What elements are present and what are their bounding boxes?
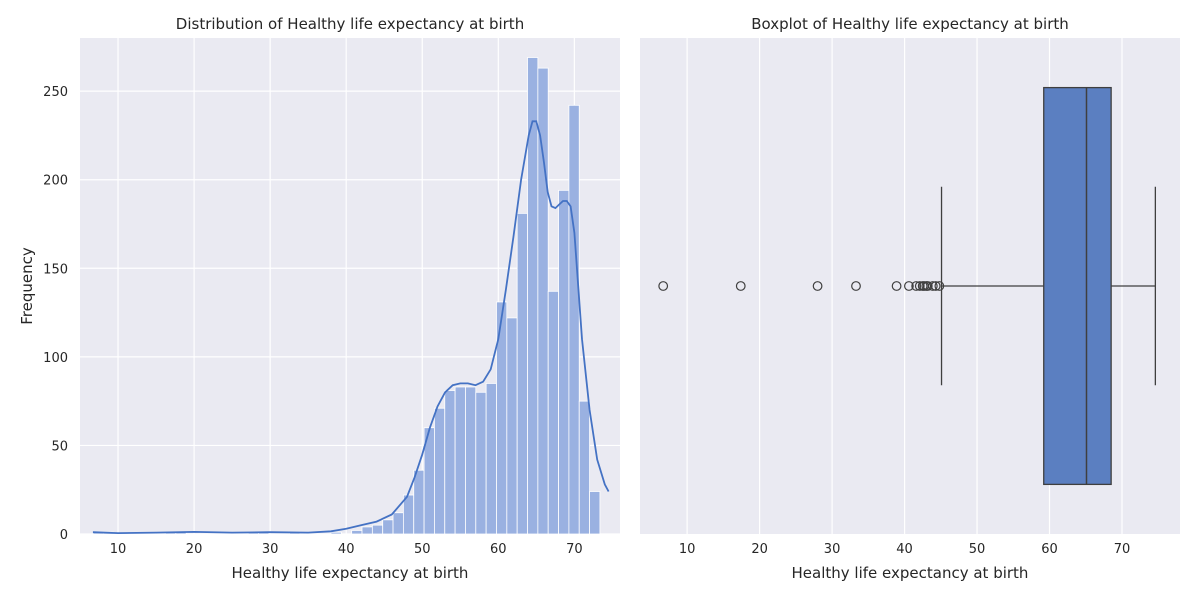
- boxplot-x-tick-labels: 10 20 30 40 50 60 70: [679, 542, 1130, 557]
- histogram-y-axis-label: Frequency: [18, 247, 36, 325]
- histogram-bar: [475, 391, 487, 535]
- outlier-point: [922, 281, 933, 291]
- histogram-bar: [516, 212, 528, 535]
- histogram-bar: [527, 57, 539, 535]
- outlier-point: [658, 281, 669, 291]
- histogram-x-tick-label: 50: [414, 542, 431, 557]
- histogram-bar: [547, 290, 559, 535]
- outlier-point: [812, 281, 823, 291]
- histogram-bar: [361, 526, 373, 535]
- histogram-bar: [351, 530, 363, 535]
- histogram-x-tick-label: 70: [566, 542, 583, 557]
- histogram-x-tick-label: 30: [262, 542, 279, 557]
- histogram-y-tick-label: 150: [43, 262, 68, 277]
- histogram-bar: [558, 189, 570, 535]
- histogram-bar: [371, 524, 384, 535]
- histogram-bar: [382, 519, 394, 535]
- histogram-x-tick-label: 60: [490, 542, 507, 557]
- histogram-bar: [506, 317, 518, 535]
- histogram-bar: [537, 67, 549, 535]
- histogram-y-tick-label: 200: [43, 174, 68, 189]
- kde-curve: [92, 120, 610, 535]
- interquartile-box: [1043, 86, 1112, 486]
- histogram-y-tick-label: 0: [60, 528, 68, 543]
- histogram-bar: [578, 400, 590, 535]
- histogram-x-axis-label: Healthy life expectancy at birth: [232, 564, 469, 582]
- boxplot-x-tick-label: 20: [751, 542, 768, 557]
- outlier-point: [891, 281, 902, 291]
- boxplot-body: [940, 86, 1157, 486]
- histogram-bar: [568, 104, 580, 535]
- outlier-point: [904, 281, 914, 291]
- histogram-y-tick-label: 50: [51, 439, 68, 454]
- boxplot-title: Boxplot of Healthy life expectancy at bi…: [751, 15, 1069, 33]
- boxplot-x-tick-label: 50: [969, 542, 986, 557]
- histogram-x-tick-labels: 10 20 30 40 50 60 70: [110, 542, 583, 557]
- outlier-point: [927, 281, 938, 291]
- outlier-point: [914, 281, 925, 291]
- histogram-bar: [465, 386, 477, 535]
- boxplot-x-tick-label: 60: [1041, 542, 1058, 557]
- histogram-bar: [444, 390, 456, 535]
- boxplot-x-tick-label: 70: [1114, 542, 1131, 557]
- boxplot-x-tick-label: 10: [679, 542, 696, 557]
- boxplot-x-tick-label: 40: [896, 542, 913, 557]
- histogram-bar: [589, 491, 601, 535]
- outlier-point: [911, 281, 922, 291]
- histogram-bar: [402, 494, 415, 535]
- histogram-y-tick-label: 250: [43, 85, 68, 100]
- histogram-bar: [485, 383, 497, 535]
- histogram-panel: 10 20 30 40 50 60 70 0 50 100 150 200 250 Distribut…: [18, 15, 620, 582]
- histogram-x-tick-label: 20: [186, 542, 203, 557]
- boxplot-panel: 10 20 30 40 50 60 70 Boxplot of Healthy life e…: [640, 15, 1180, 582]
- histogram-bar: [330, 531, 342, 535]
- histogram-bar: [413, 469, 425, 535]
- outlier-point: [930, 281, 941, 291]
- outlier-point: [851, 281, 861, 291]
- histogram-title: Distribution of Healthy life expectancy …: [176, 15, 524, 33]
- boxplot-outliers: [658, 281, 945, 291]
- outlier-point: [735, 281, 746, 291]
- boxplot-x-axis-label: Healthy life expectancy at birth: [792, 564, 1029, 582]
- histogram-bar: [454, 386, 466, 535]
- histogram-bar: [434, 407, 446, 535]
- boxplot-x-tick-label: 30: [824, 542, 841, 557]
- outlier-point: [934, 281, 945, 291]
- histogram-y-tick-label: 100: [43, 351, 68, 366]
- histogram-x-tick-label: 10: [110, 542, 127, 557]
- histogram-x-tick-label: 40: [338, 542, 355, 557]
- histogram-y-tick-labels: 0 50 100 150 200 250: [43, 85, 68, 543]
- histogram-bar: [392, 512, 404, 535]
